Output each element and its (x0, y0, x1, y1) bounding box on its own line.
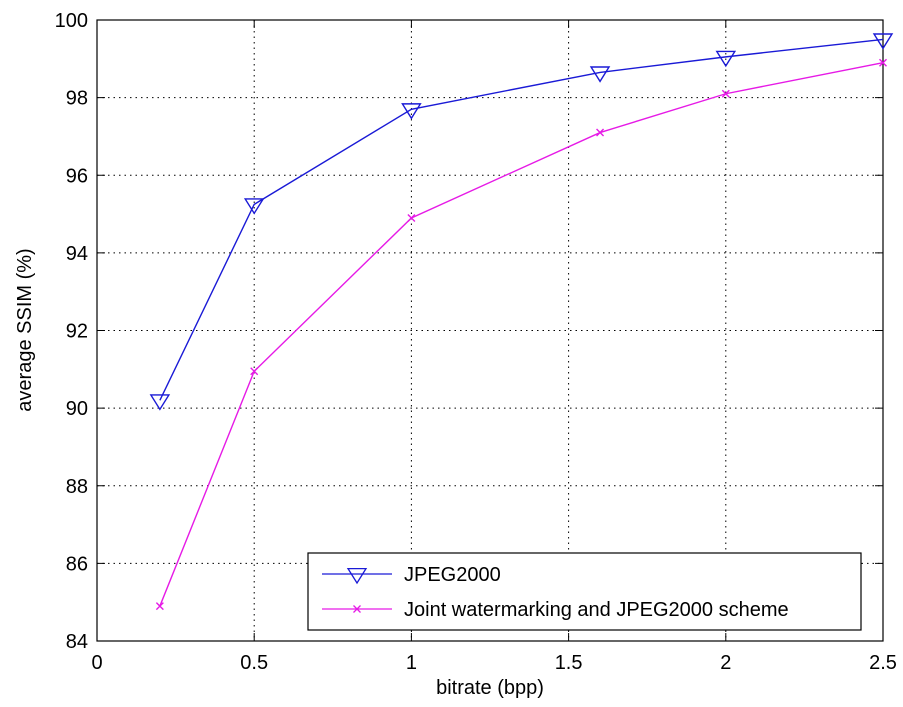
x-tick-label: 0 (91, 652, 102, 674)
data-point (149, 394, 171, 411)
y-tick-label: 98 (66, 88, 88, 110)
x-tick-label: 2 (720, 652, 731, 674)
legend-marker-jpeg2000 (346, 567, 368, 585)
data-point (879, 58, 887, 67)
y-tick-label: 96 (66, 165, 88, 187)
y-tick-label: 92 (66, 321, 88, 343)
series-1 (155, 58, 887, 611)
series-line (159, 62, 884, 607)
data-point (715, 50, 737, 68)
series-0 (149, 33, 894, 411)
legend-marker-joint-scheme (353, 605, 361, 613)
y-tick-label: 90 (66, 398, 88, 420)
legend-label-jpeg2000: JPEG2000 (404, 564, 501, 586)
data-point (407, 213, 416, 222)
x-axis-label: bitrate (bpp) (436, 677, 544, 699)
y-axis-label: average SSIM (%) (14, 248, 36, 411)
legend: JPEG2000 Joint watermarking and JPEG2000… (307, 552, 862, 631)
grid (97, 20, 883, 641)
legend-label-joint-scheme: Joint watermarking and JPEG2000 scheme (404, 599, 789, 621)
data-point (596, 128, 605, 137)
y-tick-label: 100 (55, 10, 88, 32)
y-tick-label: 86 (66, 553, 88, 575)
x-tick-label: 0.5 (240, 652, 268, 674)
data-point (250, 367, 259, 376)
x-tick-label: 1.5 (555, 652, 583, 674)
data-point (401, 103, 422, 120)
y-tick-label: 84 (66, 631, 88, 653)
x-tick-label: 2.5 (869, 652, 897, 674)
y-tick-labels: 84 86 88 90 92 94 96 98 100 (55, 10, 88, 653)
data-point (721, 89, 730, 98)
series-line (159, 38, 884, 401)
y-tick-label: 88 (66, 476, 88, 498)
x-tick-label: 1 (406, 652, 417, 674)
y-tick-label: 94 (66, 243, 88, 265)
ticks (96, 19, 884, 642)
data-point (589, 66, 611, 83)
plot-area (97, 20, 883, 641)
series-layer (149, 33, 894, 611)
data-point (243, 198, 265, 215)
data-point (155, 602, 164, 611)
legend-box (307, 552, 862, 631)
data-point (872, 33, 894, 50)
x-tick-labels: 0 0.5 1 1.5 2 2.5 (91, 652, 896, 674)
